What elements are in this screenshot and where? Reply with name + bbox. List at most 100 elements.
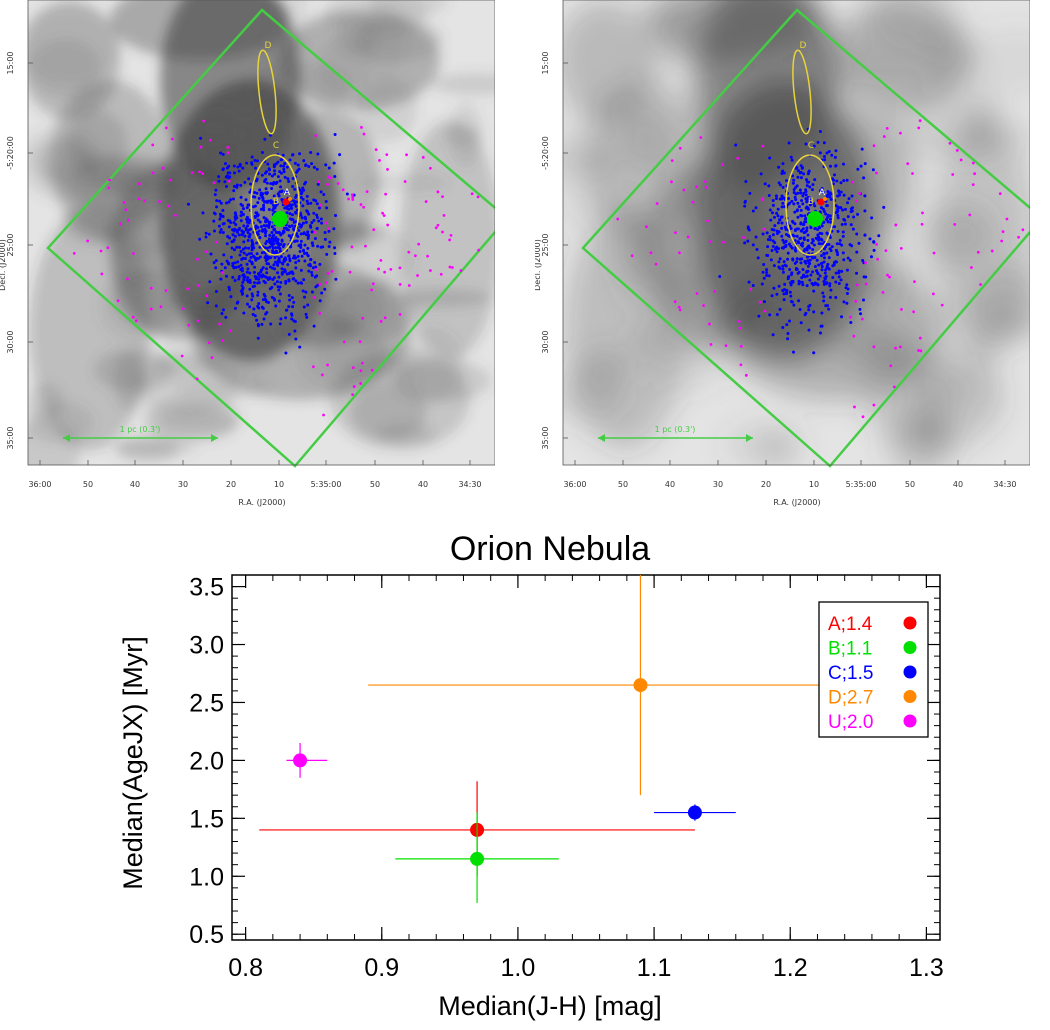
source-C bbox=[252, 254, 256, 258]
source-C bbox=[275, 262, 279, 266]
source-C bbox=[762, 300, 766, 304]
source-C bbox=[307, 164, 311, 168]
source-U bbox=[195, 377, 199, 381]
source-C bbox=[278, 292, 282, 296]
nebula-wisp bbox=[968, 88, 1000, 156]
source-U bbox=[708, 322, 711, 326]
source-C bbox=[239, 289, 243, 293]
img-x-tick-label: 50 bbox=[905, 480, 915, 489]
source-C bbox=[802, 231, 806, 235]
source-U bbox=[426, 254, 429, 258]
source-C bbox=[768, 235, 772, 239]
source-C bbox=[778, 266, 782, 270]
y-tick-label: 3.5 bbox=[189, 574, 224, 602]
source-C bbox=[765, 231, 769, 235]
source-C bbox=[842, 193, 846, 197]
source-U bbox=[695, 185, 698, 189]
source-C bbox=[299, 245, 303, 249]
source-C bbox=[863, 162, 867, 166]
source-U bbox=[407, 250, 411, 254]
source-U bbox=[358, 340, 362, 344]
source-C bbox=[242, 251, 246, 255]
source-C bbox=[221, 152, 225, 156]
source-C bbox=[757, 314, 761, 318]
source-C bbox=[271, 246, 275, 250]
source-C bbox=[804, 220, 808, 224]
source-U bbox=[899, 131, 902, 135]
source-C bbox=[858, 307, 862, 311]
source-C bbox=[781, 289, 785, 293]
source-C bbox=[808, 262, 812, 266]
nebula-wisp bbox=[161, 131, 208, 200]
source-C bbox=[822, 220, 826, 224]
source-C bbox=[799, 221, 803, 225]
source-C bbox=[784, 292, 788, 296]
source-C bbox=[298, 152, 302, 156]
source-U bbox=[702, 304, 705, 307]
source-U bbox=[174, 213, 177, 217]
source-C bbox=[792, 350, 796, 354]
source-C bbox=[249, 252, 253, 256]
source-U bbox=[324, 281, 328, 285]
region-D-ellipse bbox=[257, 49, 277, 135]
source-C bbox=[767, 184, 771, 188]
source-C bbox=[267, 262, 271, 266]
nebula-wisp bbox=[260, 33, 313, 56]
source-C bbox=[310, 221, 314, 225]
source-C bbox=[267, 223, 271, 227]
source-C bbox=[252, 307, 256, 311]
source-C bbox=[828, 247, 832, 251]
source-C bbox=[277, 299, 281, 303]
source-U bbox=[973, 172, 976, 176]
source-U bbox=[168, 178, 172, 182]
source-U bbox=[670, 159, 674, 162]
source-U bbox=[899, 345, 902, 349]
source-C bbox=[278, 179, 282, 183]
source-C bbox=[839, 181, 843, 185]
source-U bbox=[326, 363, 329, 367]
source-C bbox=[260, 151, 264, 155]
source-C bbox=[845, 178, 849, 182]
source-U bbox=[894, 346, 897, 350]
source-U bbox=[374, 148, 378, 152]
source-C bbox=[257, 277, 261, 281]
source-C bbox=[777, 181, 781, 185]
source-U bbox=[126, 218, 130, 222]
source-U bbox=[107, 186, 111, 190]
source-C bbox=[767, 274, 771, 278]
source-C bbox=[284, 280, 288, 284]
source-C bbox=[801, 194, 805, 198]
source-C bbox=[227, 288, 231, 292]
source-U bbox=[872, 403, 876, 407]
source-C bbox=[240, 284, 244, 288]
source-C bbox=[288, 225, 292, 229]
source-C bbox=[333, 132, 337, 136]
source-C bbox=[783, 282, 787, 286]
source-C bbox=[805, 229, 809, 233]
source-C bbox=[299, 243, 303, 247]
source-C bbox=[249, 256, 253, 260]
source-C bbox=[302, 188, 306, 192]
source-U bbox=[350, 245, 354, 249]
source-C bbox=[850, 194, 854, 198]
source-U bbox=[180, 354, 184, 358]
legend-marker bbox=[903, 616, 917, 630]
nebula-wisp bbox=[652, 371, 720, 389]
source-C bbox=[769, 258, 773, 262]
source-C bbox=[219, 214, 223, 218]
source-U bbox=[442, 213, 446, 217]
source-C bbox=[231, 261, 235, 265]
source-C bbox=[861, 298, 865, 302]
source-C bbox=[280, 189, 284, 193]
source-C bbox=[212, 261, 216, 265]
source-C bbox=[260, 173, 264, 177]
source-C bbox=[786, 275, 790, 279]
source-C bbox=[290, 317, 294, 321]
source-C bbox=[799, 321, 803, 325]
source-C bbox=[774, 196, 778, 200]
nebula-wisp bbox=[327, 223, 413, 296]
source-C bbox=[801, 223, 805, 227]
source-C bbox=[325, 252, 329, 256]
legend-marker bbox=[903, 641, 917, 654]
source-C bbox=[246, 276, 250, 280]
